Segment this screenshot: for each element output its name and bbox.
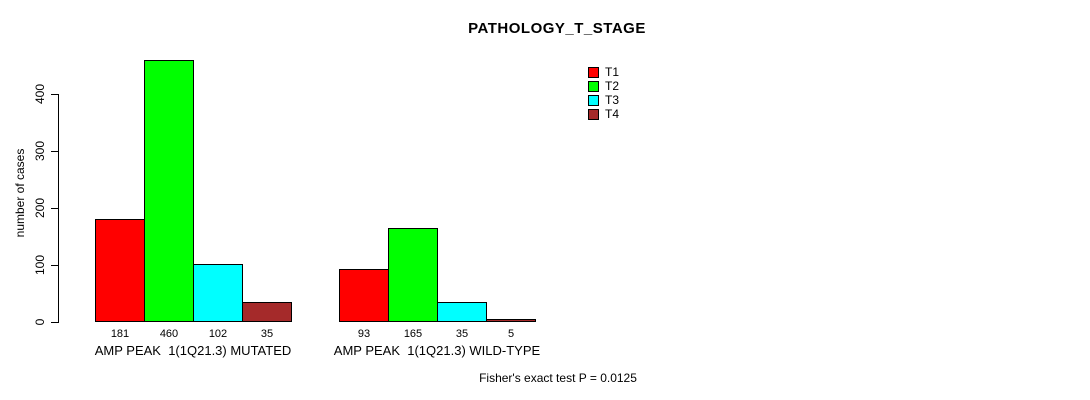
group-label-2: AMP PEAK 1(1Q21.3) WILD-TYPE [333, 343, 541, 358]
legend-label: T3 [605, 93, 620, 107]
bar-t3-group1 [193, 264, 243, 322]
legend-label: T2 [605, 79, 620, 93]
y-tick-label: 400 [33, 83, 47, 105]
bar-t1-group1 [95, 219, 145, 322]
y-tick-mark [51, 208, 58, 209]
bar-value-label: 181 [110, 328, 130, 340]
legend-swatch [588, 67, 599, 78]
group-label-1: AMP PEAK 1(1Q21.3) MUTATED [94, 343, 292, 358]
y-axis-label: number of cases [13, 148, 27, 238]
bar-value-label: 93 [357, 328, 371, 340]
bar-t4-group1 [242, 302, 292, 322]
annotation-text: Fisher's exact test P = 0.0125 [479, 371, 637, 385]
legend-label: T4 [605, 107, 620, 121]
y-tick-mark [51, 322, 58, 323]
y-tick-mark [51, 94, 58, 95]
y-tick-label: 300 [33, 140, 47, 162]
bar-value-label: 460 [159, 328, 179, 340]
bar-t2-group1 [144, 60, 194, 322]
bar-t3-group2 [437, 302, 487, 322]
legend-item-t4: T4 [588, 107, 648, 123]
legend-swatch [588, 95, 599, 106]
y-tick-mark [51, 151, 58, 152]
legend-item-t3: T3 [588, 93, 648, 109]
y-tick-label: 0 [33, 318, 47, 326]
bar-t1-group2 [339, 269, 389, 322]
bar-t2-group2 [388, 228, 438, 322]
legend-item-t1: T1 [588, 65, 648, 81]
bar-t4-group2 [486, 319, 536, 322]
y-tick-label: 100 [33, 254, 47, 276]
chart-title: PATHOLOGY_T_STAGE [468, 20, 646, 37]
bar-value-label: 35 [260, 328, 274, 340]
bar-value-label: 5 [507, 328, 515, 340]
bar-value-label: 102 [208, 328, 228, 340]
y-tick-mark [51, 265, 58, 266]
legend-item-t2: T2 [588, 79, 648, 95]
legend-swatch [588, 109, 599, 120]
y-tick-label: 200 [33, 197, 47, 219]
y-axis-line [58, 94, 59, 323]
bar-value-label: 165 [403, 328, 423, 340]
legend-swatch [588, 81, 599, 92]
legend-label: T1 [605, 65, 620, 79]
bar-value-label: 35 [455, 328, 469, 340]
